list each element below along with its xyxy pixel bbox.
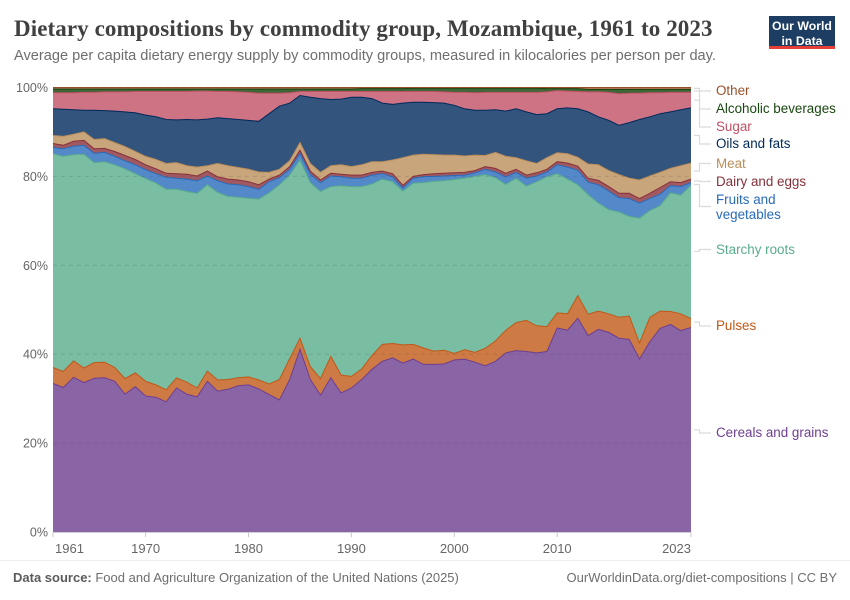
svg-text:60%: 60% [23,259,48,273]
svg-text:100%: 100% [16,81,48,95]
svg-text:40%: 40% [23,348,48,362]
svg-text:1961: 1961 [55,541,84,556]
svg-text:2023: 2023 [662,541,691,556]
svg-text:1970: 1970 [131,541,160,556]
svg-text:1980: 1980 [234,541,263,556]
svg-text:2010: 2010 [543,541,572,556]
svg-text:2000: 2000 [440,541,469,556]
svg-text:1990: 1990 [337,541,366,556]
svg-text:80%: 80% [23,170,48,184]
svg-text:0%: 0% [30,526,48,540]
svg-text:20%: 20% [23,437,48,451]
